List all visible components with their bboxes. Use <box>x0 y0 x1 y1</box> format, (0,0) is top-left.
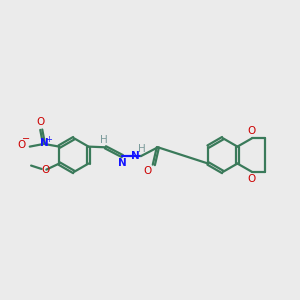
Text: H: H <box>138 144 146 154</box>
Text: O: O <box>144 166 152 176</box>
Text: N: N <box>40 138 49 148</box>
Text: O: O <box>248 126 256 136</box>
Text: H: H <box>100 135 108 145</box>
Text: −: − <box>22 134 30 144</box>
Text: O: O <box>17 140 26 150</box>
Text: N: N <box>131 151 140 161</box>
Text: +: + <box>45 135 52 144</box>
Text: O: O <box>248 174 256 184</box>
Text: N: N <box>118 158 127 168</box>
Text: O: O <box>37 117 45 127</box>
Text: O: O <box>42 165 50 175</box>
